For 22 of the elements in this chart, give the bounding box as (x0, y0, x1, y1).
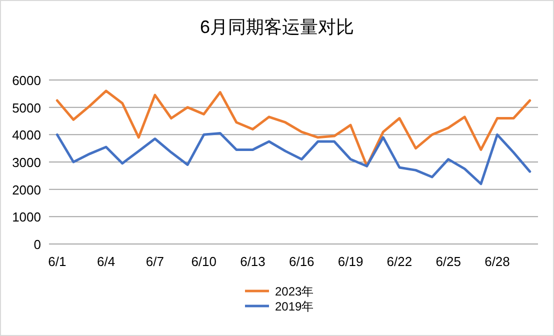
x-tick-label: 6/1 (48, 254, 66, 269)
x-tick-label: 6/13 (240, 254, 266, 269)
y-tick-label: 6000 (12, 73, 41, 88)
x-tick-label: 6/28 (484, 254, 510, 269)
x-tick-label: 6/16 (288, 254, 314, 269)
x-tick-label: 6/22 (386, 254, 412, 269)
legend-label: 2019年 (275, 300, 314, 314)
x-tick-label: 6/25 (436, 254, 462, 269)
y-tick-label: 5000 (12, 100, 41, 116)
x-tick-label: 6/19 (338, 254, 364, 269)
x-tick-label: 6/4 (97, 254, 116, 269)
line-series (56, 90, 532, 168)
y-tick-label: 4000 (12, 128, 41, 143)
line-series (56, 132, 532, 186)
y-tick-label: 0 (34, 237, 41, 252)
y-tick-label: 3000 (12, 155, 41, 170)
legend-label: 2023年 (275, 284, 314, 298)
x-tick-label: 6/7 (146, 254, 164, 269)
y-tick-label: 1000 (12, 210, 41, 225)
x-tick-label: 6/10 (191, 254, 217, 269)
title: 6月同期客运量对比 (200, 17, 354, 37)
y-tick-label: 2000 (12, 182, 41, 198)
